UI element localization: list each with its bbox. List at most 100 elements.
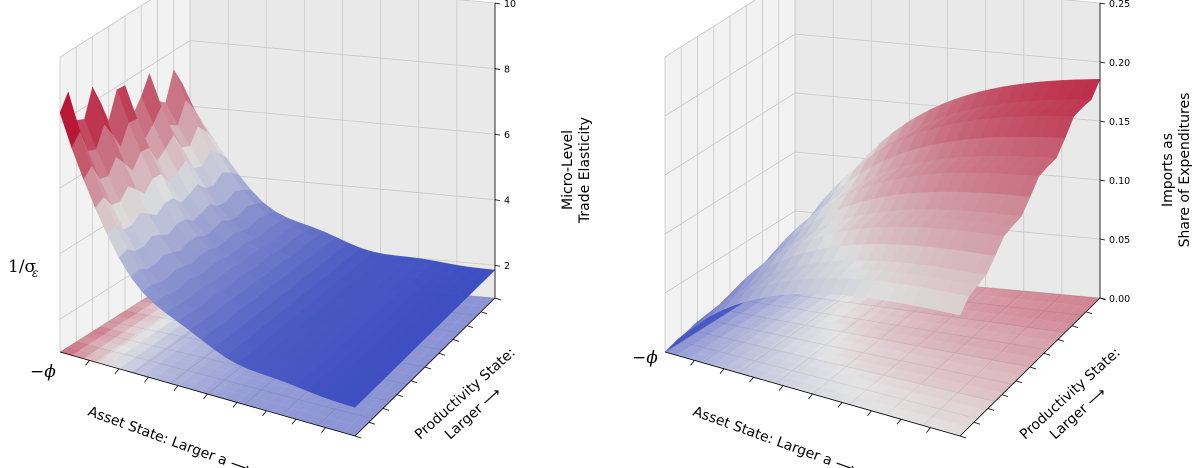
floor-cell [803,375,824,386]
floor-cell [976,304,998,314]
floor-cell [162,366,183,376]
y-tick [1099,297,1107,301]
floor-cell [277,386,299,398]
floor-cell [973,358,994,369]
floor-cell [284,408,305,420]
floor-cell [944,371,965,383]
floor-cell [301,392,322,404]
x-tick [896,418,902,425]
floor-cell [716,345,737,355]
floor-cell [934,341,955,352]
floor-cell [369,398,390,411]
floor-cell [189,382,211,393]
floor-cell [184,338,205,348]
floor-cell [307,414,329,426]
x-tick [837,402,843,408]
x-tick [144,376,149,383]
floor-cell [171,360,192,370]
floor-cell [794,302,815,311]
floor-cell [980,313,1001,323]
z-tick [1099,61,1106,64]
floor-cell [993,289,1015,298]
floor-cell [826,381,848,392]
floor-cell [120,339,141,349]
floor-cell [976,368,998,380]
floor-cell [150,363,172,373]
floor-cell [131,342,152,352]
floor-cell [889,408,910,420]
floor-cell [100,321,121,330]
floor-cell [1006,290,1027,300]
floor-cell [767,366,788,376]
floor-cell [898,335,919,345]
z-tick [494,199,501,202]
floor-cell [945,412,966,425]
floor-cell [351,415,373,428]
floor-cell [124,326,145,335]
floor-cell [790,316,811,325]
z-tick [1099,2,1106,5]
floor-cell [860,354,882,364]
floor-cell [1013,308,1034,318]
floor-cell [904,354,926,365]
floor-cell [254,380,275,392]
floor-cell [1018,291,1039,301]
floor-cell [392,362,413,374]
floor-cell [968,311,989,321]
floor-cell [854,312,876,321]
floor-cell [427,329,448,340]
floor-cell [809,335,830,344]
floor-cell [447,322,469,333]
floor-cell [824,346,846,356]
floor-cell [167,351,188,361]
floor-cell [1020,327,1041,338]
z-tick [494,264,501,267]
floor-cell [713,316,734,324]
floor-cell [899,371,921,382]
floor-cell [328,409,349,421]
floor-cell [1046,302,1067,313]
floor-cell [84,331,105,340]
floor-cell [757,317,778,326]
floor-cell [932,369,953,380]
floor-cell [838,302,860,311]
y-tick [466,325,474,328]
gridline [664,33,1101,117]
floor-cell [772,351,793,361]
floor-cell [804,350,825,360]
y-tick [1015,380,1023,384]
floor-cell [421,347,443,359]
floor-cell [729,326,750,335]
floor-cell [815,378,836,389]
floor-cell [935,315,957,325]
floor-cell [894,326,915,336]
floor-cell [983,390,1004,402]
y-tick [1085,311,1093,315]
floor-cell [882,386,904,398]
floor-cell [103,350,124,360]
floor-cell [886,333,907,343]
floor-cell [1033,301,1055,312]
floor-cell [987,332,1008,342]
floor-cell [187,347,208,357]
floor-cell [959,319,981,329]
z-tick-label: 6 [504,130,510,141]
floor-cell [762,304,783,313]
floor-cell [994,352,1015,363]
floor-cell [830,308,851,317]
floor-cell [386,381,408,393]
floor-cell [935,379,957,391]
floor-cell [242,377,263,388]
floor-cell [821,337,842,347]
floor-cell [882,324,903,334]
floor-cell [757,339,778,349]
floor-cell [823,371,844,382]
floor-cell [717,323,738,332]
floor-cell [741,328,762,338]
floor-cell [348,404,370,416]
floor-cell [947,317,969,327]
floor-cell [684,344,705,354]
floor-cell [946,343,967,354]
floor-cell [759,372,780,383]
floor-cell [733,313,754,321]
